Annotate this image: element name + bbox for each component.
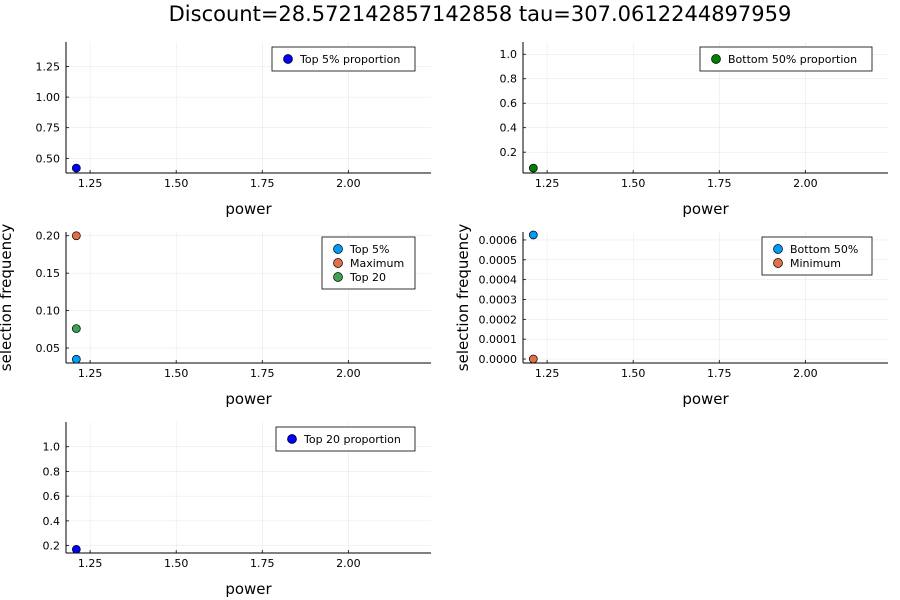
- x-tick-label: 2.00: [336, 177, 361, 190]
- legend: Bottom 50% proportion: [699, 46, 873, 72]
- y-tick-label: 0.8: [43, 465, 61, 478]
- subplot-1: 1.25 1.50 1.75 2.00 0.50 0.75 1.00 1.25 power Top…: [36, 42, 431, 218]
- y-axis-title: selection frequency: [0, 224, 15, 372]
- x-tick-label: 1.25: [535, 367, 560, 380]
- x-tick-label: 2.00: [793, 367, 818, 380]
- subplot-2: 1.25 1.50 1.75 2.00 0.2 0.4 0.6 0.8 1.0 power Bott…: [500, 42, 888, 218]
- legend: Bottom 50%Minimum: [761, 236, 873, 276]
- y-tick-label: 0.0000: [479, 353, 518, 366]
- figure-title: Discount=28.572142857142858 tau=307.0612…: [169, 2, 792, 26]
- x-tick-label: 1.75: [707, 367, 732, 380]
- legend-box: [275, 426, 416, 452]
- legend-label: Bottom 50% proportion: [728, 53, 857, 66]
- y-tick-label: 0.0005: [479, 254, 518, 267]
- x-axis-title: power: [225, 200, 272, 218]
- legend-label: Bottom 50%: [790, 243, 858, 256]
- data-point: [528, 230, 538, 240]
- y-tick-label: 1.0: [500, 48, 518, 61]
- x-tick-label: 1.50: [164, 177, 189, 190]
- y-tick-label: 0.0006: [479, 234, 518, 247]
- x-tick-label: 1.75: [250, 367, 275, 380]
- x-axis-title: power: [225, 580, 272, 598]
- legend-label: Top 20 proportion: [303, 433, 401, 446]
- legend: Top 20 proportion: [275, 426, 416, 452]
- y-tick-label: 0.10: [36, 305, 61, 318]
- subplot-4: 1.25 1.50 1.75 2.00 0.0000 0.0001 0.0002 0.0003…: [454, 224, 888, 408]
- x-tick-label: 1.75: [707, 177, 732, 190]
- data-point: [71, 354, 81, 364]
- data-point: [528, 163, 538, 173]
- legend-label: Maximum: [350, 257, 404, 270]
- x-tick-label: 1.50: [621, 177, 646, 190]
- x-tick-label: 2.00: [336, 557, 361, 570]
- y-tick-label: 1.0: [43, 441, 61, 454]
- x-axis-title: power: [682, 390, 729, 408]
- x-tick-label: 2.00: [793, 177, 818, 190]
- y-tick-label: 1.25: [36, 60, 61, 73]
- legend-marker: [773, 244, 783, 254]
- data-point: [71, 163, 81, 173]
- x-tick-label: 1.25: [78, 177, 103, 190]
- subplot-3: 1.25 1.50 1.75 2.00 0.05 0.10 0.15 0.20 power sel…: [0, 224, 431, 408]
- x-axis-title: power: [682, 200, 729, 218]
- x-tick-label: 1.50: [164, 367, 189, 380]
- x-tick-label: 1.50: [621, 367, 646, 380]
- legend-label: Top 20: [349, 271, 386, 284]
- legend-box: [699, 46, 873, 72]
- y-tick-label: 0.4: [43, 515, 61, 528]
- legend-label: Minimum: [790, 257, 841, 270]
- data-point: [71, 544, 81, 554]
- data-point: [71, 231, 81, 241]
- legend-label: Top 5%: [349, 243, 390, 256]
- y-tick-label: 0.2: [43, 540, 61, 553]
- y-tick-label: 0.20: [36, 230, 61, 243]
- legend-marker: [711, 54, 721, 64]
- y-tick-label: 0.05: [36, 342, 61, 355]
- legend-marker: [333, 272, 343, 282]
- x-tick-label: 2.00: [336, 367, 361, 380]
- legend-label: Top 5% proportion: [299, 53, 400, 66]
- y-tick-label: 0.50: [36, 152, 61, 165]
- x-tick-label: 1.75: [250, 177, 275, 190]
- legend-marker: [283, 54, 293, 64]
- legend: Top 5% proportion: [271, 46, 416, 72]
- legend-marker: [287, 434, 297, 444]
- legend-box: [761, 236, 873, 276]
- y-tick-label: 0.8: [500, 73, 518, 86]
- legend-box: [271, 46, 416, 72]
- y-tick-label: 0.75: [36, 122, 61, 135]
- y-tick-label: 1.00: [36, 91, 61, 104]
- y-tick-label: 0.0001: [479, 333, 518, 346]
- x-tick-label: 1.75: [250, 557, 275, 570]
- y-tick-label: 0.15: [36, 267, 61, 280]
- x-tick-label: 1.50: [164, 557, 189, 570]
- data-point: [528, 354, 538, 364]
- y-tick-label: 0.0004: [479, 274, 518, 287]
- y-tick-label: 0.2: [500, 146, 518, 159]
- x-tick-label: 1.25: [78, 367, 103, 380]
- y-tick-label: 0.0003: [479, 293, 518, 306]
- x-tick-label: 1.25: [535, 177, 560, 190]
- x-axis-title: power: [225, 390, 272, 408]
- data-point: [71, 324, 81, 333]
- y-tick-label: 0.6: [500, 97, 518, 110]
- legend-marker: [333, 258, 343, 268]
- x-tick-label: 1.25: [78, 557, 103, 570]
- legend-marker: [773, 258, 783, 268]
- legend-marker: [333, 244, 343, 254]
- y-tick-label: 0.6: [43, 490, 61, 503]
- y-tick-label: 0.4: [500, 122, 518, 135]
- subplot-5: 1.25 1.50 1.75 2.00 0.2 0.4 0.6 0.8 1.0 power Top …: [43, 422, 431, 598]
- y-tick-label: 0.0002: [479, 313, 518, 326]
- y-axis-title: selection frequency: [454, 224, 472, 372]
